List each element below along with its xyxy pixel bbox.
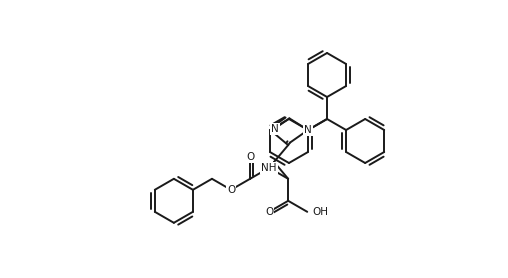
Text: N: N [304,125,312,135]
Text: O: O [246,152,254,162]
Text: O: O [227,185,235,195]
Text: O: O [265,207,273,217]
Text: OH: OH [312,207,328,217]
Text: N: N [271,124,279,134]
Text: NH: NH [262,163,277,173]
